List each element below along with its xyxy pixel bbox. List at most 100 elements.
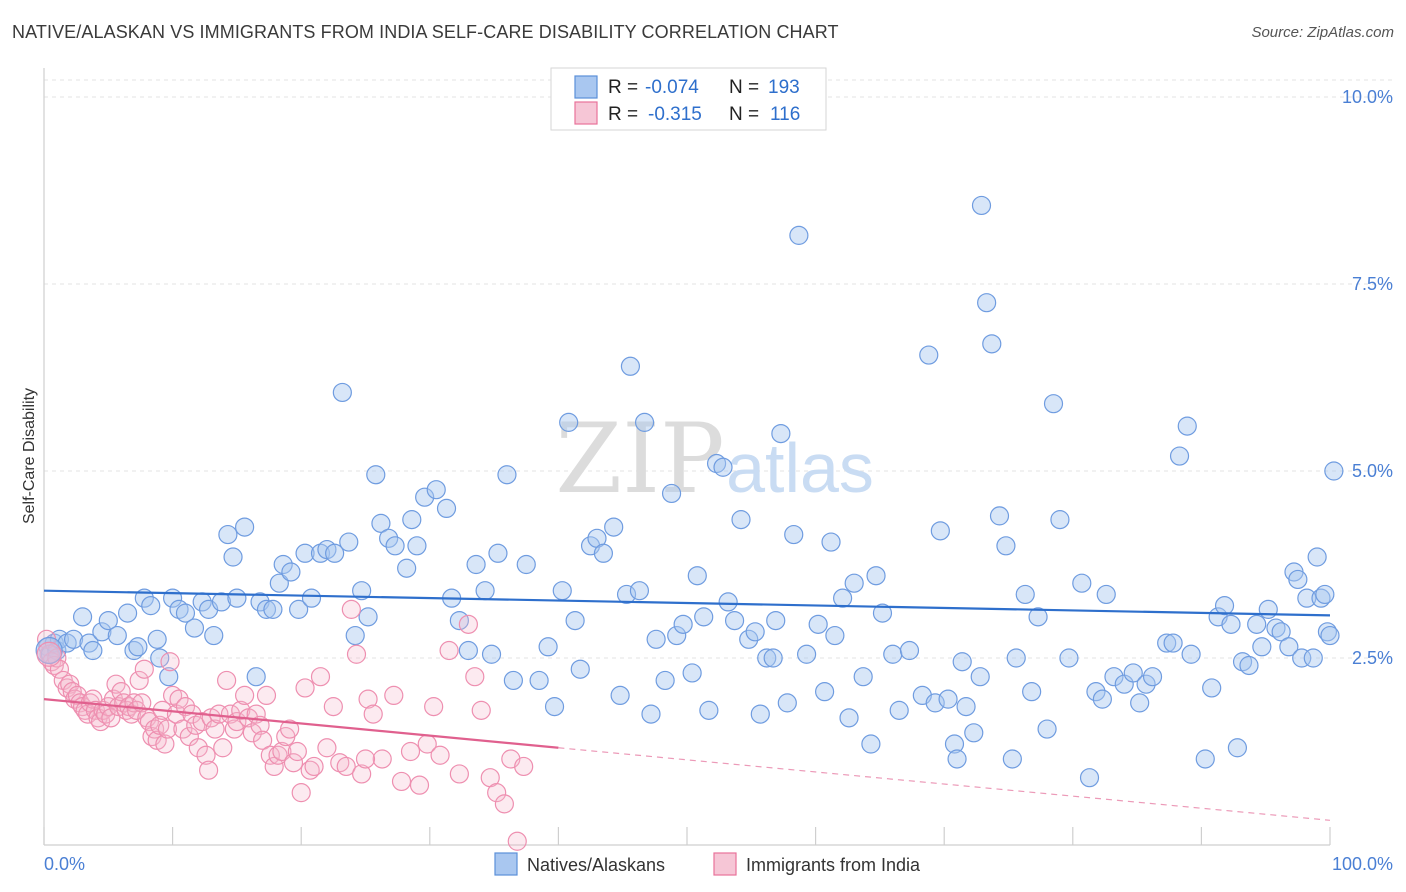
india-point-87 [304, 756, 324, 777]
native-point-88 [646, 629, 666, 649]
native-point-74 [552, 581, 572, 601]
native-point-130 [944, 734, 965, 754]
native-point-24 [184, 618, 205, 638]
native-point-188 [1320, 625, 1340, 646]
india-point-95 [352, 764, 372, 784]
india-point-92 [336, 756, 356, 777]
india-point-58 [196, 745, 216, 765]
india-point-102 [409, 775, 430, 795]
india-point-93 [341, 599, 361, 619]
india-point-110 [471, 700, 491, 720]
native-point-47 [339, 532, 359, 552]
native-point-178 [1279, 637, 1299, 657]
native-point-191 [766, 610, 786, 631]
india-cluster-point [36, 641, 62, 667]
native-point-72 [538, 637, 558, 657]
native-point-75 [559, 412, 579, 432]
india-point-61 [205, 719, 225, 739]
y-tick-labels: 2.5% 5.0% 7.5% 10.0% [1342, 87, 1393, 668]
native-point-59 [426, 480, 446, 500]
native-point-134 [964, 723, 984, 743]
watermark-atlas: atlas [726, 429, 874, 507]
native-point-160 [1157, 633, 1177, 653]
native-point-133 [956, 697, 976, 717]
native-point-54 [385, 536, 405, 556]
india-point-97 [363, 704, 383, 724]
native-point-137 [982, 334, 1002, 354]
native-point-190 [971, 195, 992, 216]
native-point-10 [92, 622, 112, 642]
native-point-114 [821, 532, 841, 552]
series-natives [38, 195, 1344, 788]
native-point-111 [796, 644, 817, 664]
native-point-14 [124, 640, 144, 661]
native-point-163 [1177, 416, 1197, 436]
legend-r-value-1: -0.074 [645, 77, 699, 98]
native-point-135 [970, 667, 990, 687]
native-point-63 [458, 640, 478, 661]
india-point-113 [494, 794, 514, 814]
india-point-9 [62, 682, 82, 702]
india-point-65 [220, 704, 241, 724]
native-point-52 [371, 513, 391, 533]
india-point-56 [188, 738, 208, 758]
native-point-68 [497, 465, 517, 485]
india-point-79 [272, 741, 292, 762]
native-point-132 [952, 652, 972, 672]
native-point-168 [1214, 596, 1235, 616]
native-point-144 [1028, 607, 1048, 627]
native-point-142 [1015, 584, 1035, 605]
native-point-184 [1307, 547, 1327, 567]
native-point-87 [641, 704, 661, 724]
india-point-45 [155, 734, 175, 754]
india-point-63 [213, 738, 233, 758]
native-point-103 [745, 622, 765, 642]
native-point-108 [777, 693, 797, 713]
india-point-50 [169, 689, 189, 709]
grid-lines [44, 79, 1393, 659]
native-point-89 [655, 670, 675, 691]
native-point-177 [1271, 622, 1291, 642]
native-point-110 [789, 225, 809, 245]
india-point-89 [317, 738, 337, 758]
y-tick-label-2: 7.5% [1352, 274, 1393, 294]
native-point-145 [1037, 719, 1057, 739]
native-point-96 [699, 700, 719, 720]
native-point-82 [610, 685, 630, 706]
native-point-174 [1252, 637, 1272, 657]
native-point-157 [1130, 693, 1150, 713]
native-point-107 [771, 424, 791, 444]
native-point-11 [98, 610, 118, 631]
india-point-107 [449, 764, 469, 784]
native-point-53 [379, 528, 399, 548]
india-point-68 [231, 700, 251, 720]
native-point-6 [63, 629, 84, 649]
india-point-108 [458, 614, 478, 634]
native-point-15 [128, 637, 148, 657]
india-point-105 [430, 745, 450, 765]
native-point-42 [301, 588, 322, 608]
chart-title: NATIVE/ALASKAN VS IMMIGRANTS FROM INDIA … [12, 22, 839, 42]
native-point-106 [763, 648, 783, 668]
native-point-50 [358, 607, 378, 627]
india-point-116 [514, 756, 534, 777]
native-point-182 [1297, 588, 1317, 608]
native-point-66 [481, 644, 502, 664]
india-point-99 [384, 685, 404, 706]
native-point-138 [989, 506, 1010, 526]
india-point-37 [134, 659, 154, 679]
trend-line-india-extension [558, 747, 1331, 821]
native-point-162 [1169, 446, 1190, 466]
native-point-95 [694, 607, 714, 627]
native-point-149 [1072, 573, 1092, 593]
legend-n-label-2: N = [729, 104, 759, 125]
native-point-104 [750, 704, 770, 724]
y-tick-label-0: 2.5% [1352, 648, 1393, 668]
legend-n-label-1: N = [729, 77, 759, 98]
native-point-67 [488, 543, 508, 563]
native-point-192 [825, 625, 845, 646]
native-point-152 [1092, 689, 1112, 709]
native-point-151 [1086, 682, 1106, 702]
native-point-32 [235, 517, 255, 537]
native-point-12 [107, 625, 127, 646]
